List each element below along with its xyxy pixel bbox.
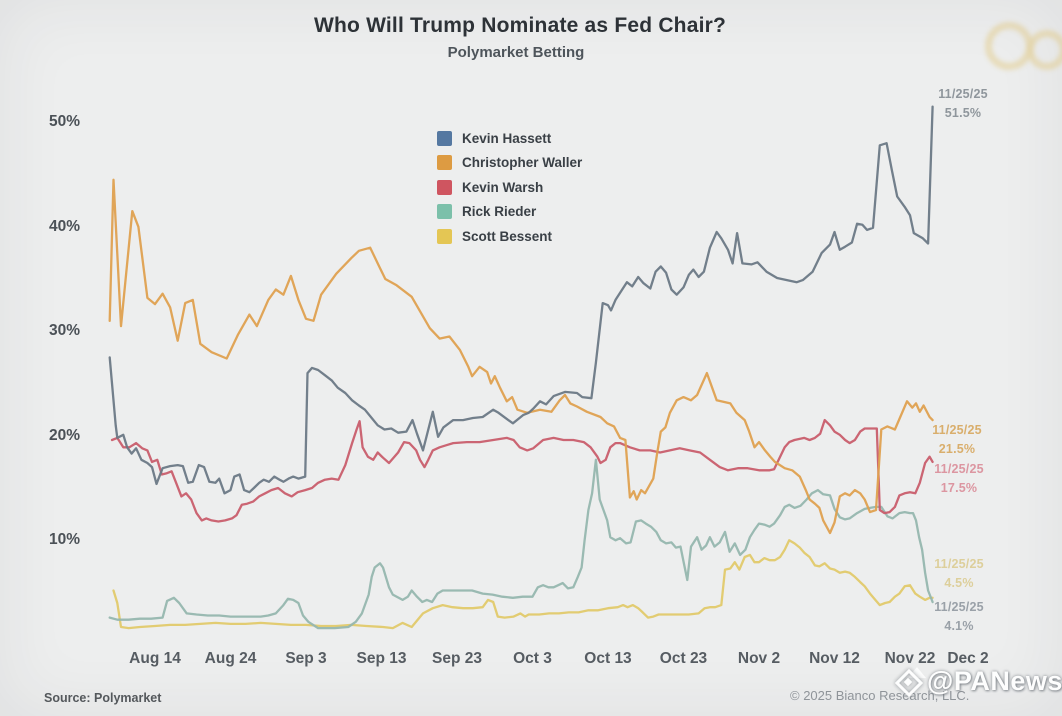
y-tick-label: 40% [48, 217, 80, 235]
corner-watermark [975, 8, 1062, 70]
copyright-note: © 2025 Bianco Research, LLC. [790, 688, 970, 703]
y-tick-label: 20% [48, 426, 80, 444]
annotation-kevin-hassett: 11/25/25 51.5% [938, 87, 988, 120]
series-line-rick-rieder [108, 458, 934, 630]
x-tick-label: Sep 23 [432, 650, 482, 667]
x-tick-label: Nov 2 [737, 650, 781, 667]
x-tick-label: Aug 24 [204, 650, 257, 667]
chart-title: Who Will Trump Nominate as Fed Chair? [313, 14, 727, 37]
series-line-scott-bessent [112, 539, 934, 630]
legend-swatch-icon [437, 155, 452, 171]
series-line-kevin-hassett [108, 105, 934, 495]
source-note: Source: Polymarket [44, 691, 162, 705]
legend-swatch-icon [437, 204, 452, 220]
x-tick-label: Dec 2 [947, 650, 989, 667]
legend: Kevin Hassett Christopher Waller Kevin War… [437, 126, 582, 249]
legend-label: Scott Bessent [462, 228, 553, 244]
panews-logo-icon [893, 667, 924, 697]
series-line-christopher-waller [108, 178, 934, 535]
legend-swatch-icon [437, 130, 452, 146]
x-tick-label: Oct 13 [584, 650, 632, 667]
legend-swatch-icon [437, 228, 452, 244]
y-tick-label: 30% [48, 322, 80, 340]
y-tick-label: 50% [48, 113, 80, 131]
annotation-scott-bessent: 11/25/25 4.5% [934, 557, 984, 590]
legend-item-kevin-hassett: Kevin Hassett [437, 126, 582, 151]
chart-subtitle: Polymarket Betting [447, 44, 585, 61]
annotation-rick-rieder: 11/25/25 4.1% [934, 600, 984, 633]
legend-swatch-icon [437, 179, 452, 195]
series-line-kevin-warsh [110, 418, 934, 523]
legend-label: Christopher Waller [462, 155, 583, 171]
panews-watermark: @PANews [893, 666, 1062, 697]
x-tick-label: Oct 23 [659, 650, 708, 667]
scrubber-caret [908, 667, 926, 678]
legend-label: Kevin Hassett [462, 130, 552, 146]
legend-item-kevin-warsh: Kevin Warsh [437, 175, 582, 200]
x-tick-label: Sep 3 [285, 650, 327, 667]
panews-watermark-text: @PANews [927, 666, 1062, 696]
legend-item-rick-rieder: Rick Rieder [437, 200, 582, 225]
annotation-christopher-waller: 11/25/25 21.5% [932, 423, 982, 456]
legend-item-christopher-waller: Christopher Waller [437, 151, 582, 176]
x-tick-label: Sep 13 [356, 650, 407, 667]
legend-label: Kevin Warsh [462, 179, 544, 195]
x-tick-label: Aug 14 [129, 650, 181, 667]
annotation-kevin-warsh: 11/25/25 17.5% [934, 462, 984, 495]
legend-label: Rick Rieder [462, 204, 537, 220]
y-tick-label: 10% [48, 531, 80, 549]
x-tick-label: Oct 3 [513, 650, 552, 667]
x-tick-label: Nov 22 [884, 650, 936, 667]
legend-item-scott-bessent: Scott Bessent [437, 224, 582, 249]
x-tick-label: Nov 12 [809, 650, 860, 667]
